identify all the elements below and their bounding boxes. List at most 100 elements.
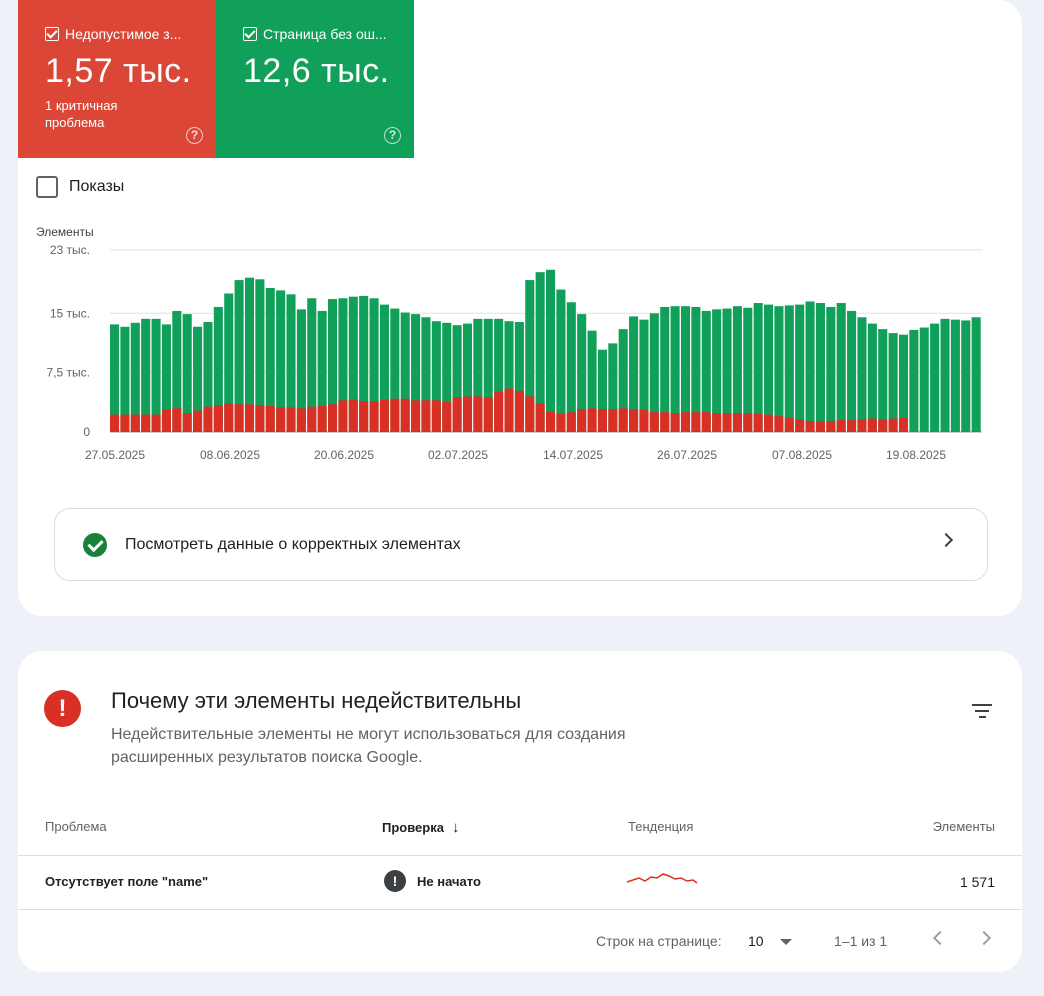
- filter-icon[interactable]: [971, 704, 993, 720]
- bar-invalid: [224, 403, 234, 432]
- help-icon[interactable]: ?: [384, 127, 401, 144]
- bar-invalid: [878, 419, 888, 432]
- bar-valid: [213, 306, 223, 432]
- bar-valid: [483, 318, 493, 432]
- checkbox-checked-icon[interactable]: [243, 27, 257, 41]
- bar-invalid: [317, 405, 327, 432]
- bar-valid: [898, 334, 909, 432]
- invalid-items-tile[interactable]: Недопустимое з... 1,57 тыс. 1 критичная …: [18, 0, 216, 158]
- bar-valid: [141, 318, 151, 432]
- bar-valid: [639, 319, 649, 432]
- bar-valid: [847, 310, 857, 432]
- rows-per-page-select[interactable]: 10: [748, 933, 764, 949]
- bar-invalid: [338, 400, 348, 432]
- bar-invalid: [276, 407, 286, 432]
- bar-invalid: [348, 399, 358, 432]
- column-header-problem[interactable]: Проблема: [45, 819, 107, 834]
- bar-invalid: [265, 405, 275, 432]
- column-header-items[interactable]: Элементы: [932, 819, 995, 834]
- bar-valid: [836, 303, 846, 432]
- check-circle-icon: [83, 533, 107, 557]
- bar-invalid: [203, 406, 213, 432]
- impressions-toggle[interactable]: Показы: [36, 176, 124, 198]
- bar-valid: [774, 306, 784, 432]
- valid-tile-label: Страница без ош...: [263, 26, 387, 42]
- dropdown-arrow-icon[interactable]: [780, 939, 792, 945]
- prev-page-icon[interactable]: [932, 930, 948, 946]
- bar-valid: [722, 308, 732, 432]
- bar-valid: [411, 314, 421, 432]
- bar-valid: [193, 326, 203, 432]
- bar-invalid: [379, 399, 389, 432]
- bar-invalid: [556, 413, 566, 432]
- bar-invalid: [836, 420, 846, 432]
- invalid-tile-value: 1,57 тыс.: [45, 52, 192, 90]
- bar-valid: [556, 289, 566, 432]
- bar-invalid: [898, 417, 909, 432]
- bar-valid: [930, 323, 940, 432]
- bar-valid: [172, 310, 182, 432]
- bar-invalid: [784, 417, 794, 432]
- bar-valid: [151, 318, 161, 432]
- valid-items-tile[interactable]: Страница без ош... 12,6 тыс. ?: [216, 0, 414, 158]
- bar-invalid: [732, 413, 742, 432]
- arrow-down-icon: ↓: [451, 819, 460, 836]
- bar-invalid: [130, 414, 140, 432]
- column-header-check[interactable]: Проверка ↓: [382, 819, 459, 836]
- bar-invalid: [110, 414, 120, 432]
- bar-invalid: [234, 404, 244, 432]
- help-icon[interactable]: ?: [186, 127, 203, 144]
- x-tick-label: 14.07.2025: [543, 448, 603, 462]
- bar-valid: [328, 299, 338, 432]
- bar-invalid: [442, 401, 452, 432]
- issues-title: Почему эти элементы недействительны: [111, 688, 522, 713]
- bar-valid: [815, 303, 825, 432]
- x-tick-label: 19.08.2025: [886, 448, 946, 462]
- bar-valid: [680, 306, 691, 432]
- bar-valid: [234, 280, 244, 432]
- bar-invalid: [390, 398, 400, 432]
- bar-valid: [307, 298, 317, 432]
- bar-valid: [462, 323, 473, 432]
- bar-invalid: [764, 414, 774, 432]
- bar-invalid: [359, 401, 369, 432]
- bar-invalid: [535, 403, 545, 432]
- bar-invalid: [888, 418, 898, 432]
- invalid-tile-label: Недопустимое з...: [65, 26, 182, 42]
- next-page-icon[interactable]: [976, 930, 992, 946]
- items-chart: Элементы 0 7,5 тыс. 15 тыс. 23 тыс. 27.05.202…: [36, 225, 982, 462]
- bar-valid: [379, 304, 389, 432]
- bar-invalid: [670, 413, 680, 432]
- bar-invalid: [691, 412, 701, 432]
- bar-valid: [348, 296, 358, 432]
- bar-invalid: [712, 413, 722, 432]
- bar-invalid: [805, 420, 815, 432]
- trend-sparkline: [626, 873, 698, 884]
- bar-valid: [888, 333, 898, 432]
- bar-invalid: [421, 400, 431, 432]
- bar-invalid: [473, 396, 483, 432]
- checkbox-checked-icon[interactable]: [45, 27, 59, 41]
- bar-valid: [359, 295, 369, 432]
- x-tick-label: 26.07.2025: [657, 448, 717, 462]
- bar-valid: [442, 322, 452, 432]
- checkbox-unchecked-icon[interactable]: [36, 176, 58, 198]
- bar-invalid: [774, 416, 784, 432]
- bar-invalid: [120, 414, 130, 432]
- bar-valid: [691, 306, 701, 432]
- bar-invalid: [255, 405, 265, 432]
- bar-valid: [764, 304, 774, 432]
- bar-valid: [452, 325, 462, 432]
- invalid-tile-sub: 1 критичная проблема: [45, 98, 118, 130]
- bar-invalid: [193, 410, 203, 432]
- valid-items-link[interactable]: Посмотреть данные о корректных элементах: [54, 508, 988, 581]
- bar-valid: [255, 279, 265, 432]
- bar-invalid: [566, 412, 576, 432]
- bar-valid: [296, 309, 306, 432]
- divider: [18, 855, 1022, 856]
- bar-valid: [203, 322, 213, 432]
- status-alert-icon: !: [384, 870, 406, 892]
- bar-valid: [577, 314, 587, 432]
- bar-valid: [276, 290, 286, 432]
- impressions-label: Показы: [69, 178, 125, 195]
